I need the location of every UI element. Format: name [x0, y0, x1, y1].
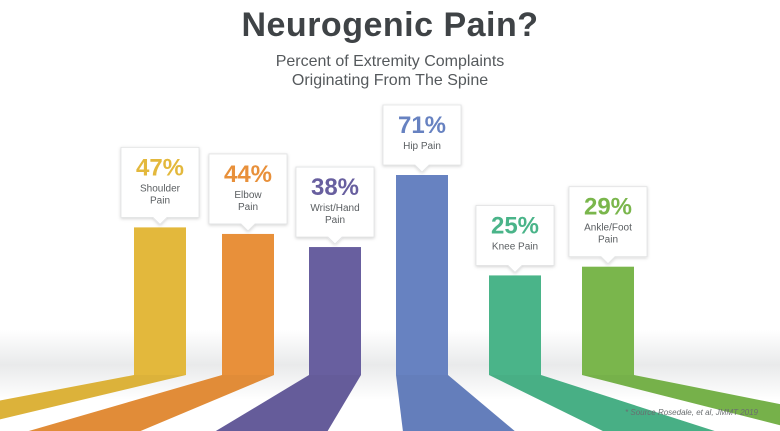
bar-floor-2: [215, 375, 361, 431]
source-footnote: * Source Rosedale, et al, JMMT 2019: [625, 408, 758, 417]
callout-box-0: [120, 146, 200, 225]
bar-floor-4: [489, 375, 715, 431]
callout-box-2: [295, 166, 375, 245]
value-label-0: 47%: [136, 154, 184, 181]
category-label-1: Elbow Pain: [234, 190, 262, 213]
value-label-4: 25%: [491, 212, 539, 239]
chart-title: Neurogenic Pain?: [241, 6, 539, 44]
callout-2: [295, 166, 375, 245]
callout-box-1: [208, 153, 288, 232]
value-label-5: 29%: [584, 194, 632, 221]
bar-1: [222, 233, 274, 375]
bar-floor-3: [396, 375, 515, 431]
bar-0: [134, 227, 186, 375]
callout-4: [475, 205, 555, 273]
chart-subtitle: Percent of Extremity Complaints Originat…: [275, 53, 505, 89]
bar-floor-0: [0, 375, 186, 420]
bar-5: [582, 266, 634, 375]
callout-box-5: [568, 186, 648, 265]
value-label-1: 44%: [224, 161, 272, 188]
value-label-2: 38%: [311, 174, 359, 201]
bar-4: [489, 275, 541, 375]
callout-3: [382, 104, 462, 173]
callout-1: [208, 153, 288, 232]
bar-2: [309, 247, 361, 375]
bar-floor-1: [28, 375, 274, 431]
callout-box-3: [382, 104, 462, 173]
category-label-3: Hip Pain: [403, 141, 441, 152]
callout-5: [568, 186, 648, 265]
category-label-2: Wrist/Hand Pain: [310, 203, 359, 226]
category-label-4: Knee Pain: [492, 241, 538, 252]
category-label-5: Ankle/Foot Pain: [584, 223, 632, 246]
bars-group: 47%Shoulder Pain 44%Elbow Pain 38%Wrist/Hand…: [0, 104, 780, 431]
bar-3: [396, 175, 448, 375]
callout-0: [120, 146, 200, 225]
callout-box-4: [475, 205, 555, 273]
bar-floor-5: [582, 375, 780, 426]
category-label-0: Shoulder Pain: [140, 183, 181, 206]
value-label-3: 71%: [398, 112, 446, 139]
